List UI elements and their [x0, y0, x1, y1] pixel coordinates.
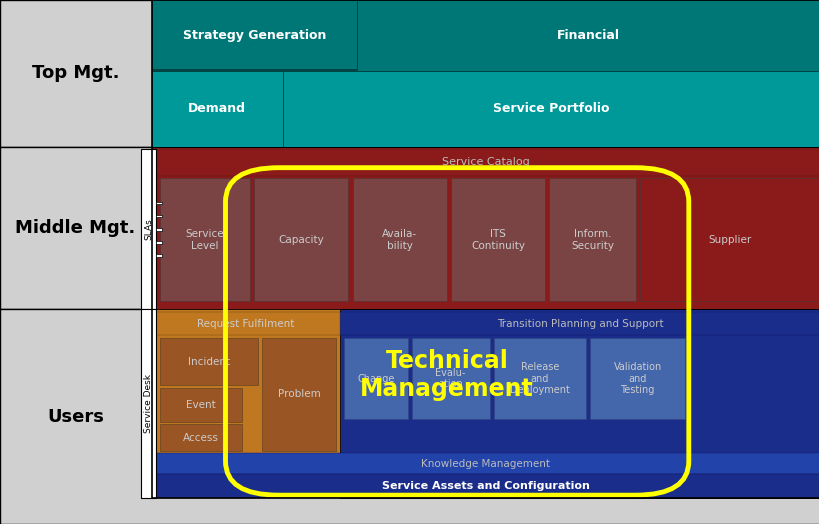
Text: Service
Level: Service Level [185, 229, 224, 250]
Text: Service Portfolio: Service Portfolio [492, 102, 609, 115]
Bar [254, 178, 348, 301]
Text: Capacity: Capacity [278, 235, 324, 245]
Text: SLAs: SLAs [144, 219, 152, 240]
Bar [141, 149, 156, 309]
Bar [152, 312, 340, 335]
Bar [160, 388, 242, 422]
Bar [639, 178, 819, 301]
Text: Middle Mgt.: Middle Mgt. [16, 219, 135, 237]
Text: Inform.
Security: Inform. Security [570, 229, 613, 250]
Bar [152, 0, 819, 498]
Bar [152, 71, 283, 147]
Bar [156, 241, 162, 244]
Bar [152, 453, 819, 474]
Text: Validation
and
Testing: Validation and Testing [613, 362, 661, 395]
Bar [0, 147, 819, 309]
Bar [156, 228, 162, 231]
Bar [262, 338, 336, 451]
Text: Transition Planning and Support: Transition Planning and Support [496, 319, 663, 329]
Text: Problem: Problem [278, 389, 320, 399]
Bar [152, 147, 819, 309]
Bar [152, 149, 819, 176]
Bar [450, 178, 545, 301]
Bar [0, 0, 819, 147]
Bar [141, 309, 156, 498]
Bar [283, 71, 819, 147]
Text: Access: Access [183, 432, 219, 443]
Text: Service Assets and Configuration: Service Assets and Configuration [382, 481, 589, 491]
Bar [152, 309, 340, 453]
Bar [352, 178, 446, 301]
Text: ITS
Continuity: ITS Continuity [471, 229, 524, 250]
Bar [0, 309, 819, 524]
Text: Release
and
Deployment: Release and Deployment [509, 362, 569, 395]
Bar [156, 254, 162, 257]
Bar [340, 309, 819, 498]
Bar [493, 338, 586, 419]
Text: Change: Change [357, 374, 394, 384]
Bar [152, 474, 819, 498]
Text: Technical
Management: Technical Management [360, 349, 533, 400]
Text: Request Fulfilment: Request Fulfilment [197, 319, 294, 329]
Text: Evalu-
ation: Evalu- ation [435, 368, 465, 389]
Bar [340, 312, 819, 335]
Bar [152, 69, 356, 72]
Text: Supplier: Supplier [708, 235, 750, 245]
Bar [156, 202, 162, 204]
Text: Demand: Demand [188, 102, 246, 115]
Text: Financial: Financial [556, 29, 619, 42]
Text: Top Mgt.: Top Mgt. [32, 64, 119, 82]
Bar [152, 0, 356, 71]
Text: Service Catalog: Service Catalog [441, 157, 529, 168]
Bar [160, 424, 242, 451]
Bar [590, 338, 684, 419]
Text: Event: Event [186, 400, 215, 410]
Text: Strategy Generation: Strategy Generation [183, 29, 325, 42]
Bar [156, 215, 162, 217]
Bar [411, 338, 489, 419]
Bar [549, 178, 635, 301]
Bar [344, 338, 407, 419]
Text: Service Desk: Service Desk [144, 374, 152, 433]
Text: Users: Users [47, 408, 104, 425]
Bar [160, 338, 258, 385]
Bar [356, 0, 819, 71]
Text: Availa-
bility: Availa- bility [382, 229, 417, 250]
Text: Incident: Incident [188, 356, 230, 367]
Text: Knowledge Management: Knowledge Management [421, 458, 550, 469]
Bar [160, 178, 250, 301]
